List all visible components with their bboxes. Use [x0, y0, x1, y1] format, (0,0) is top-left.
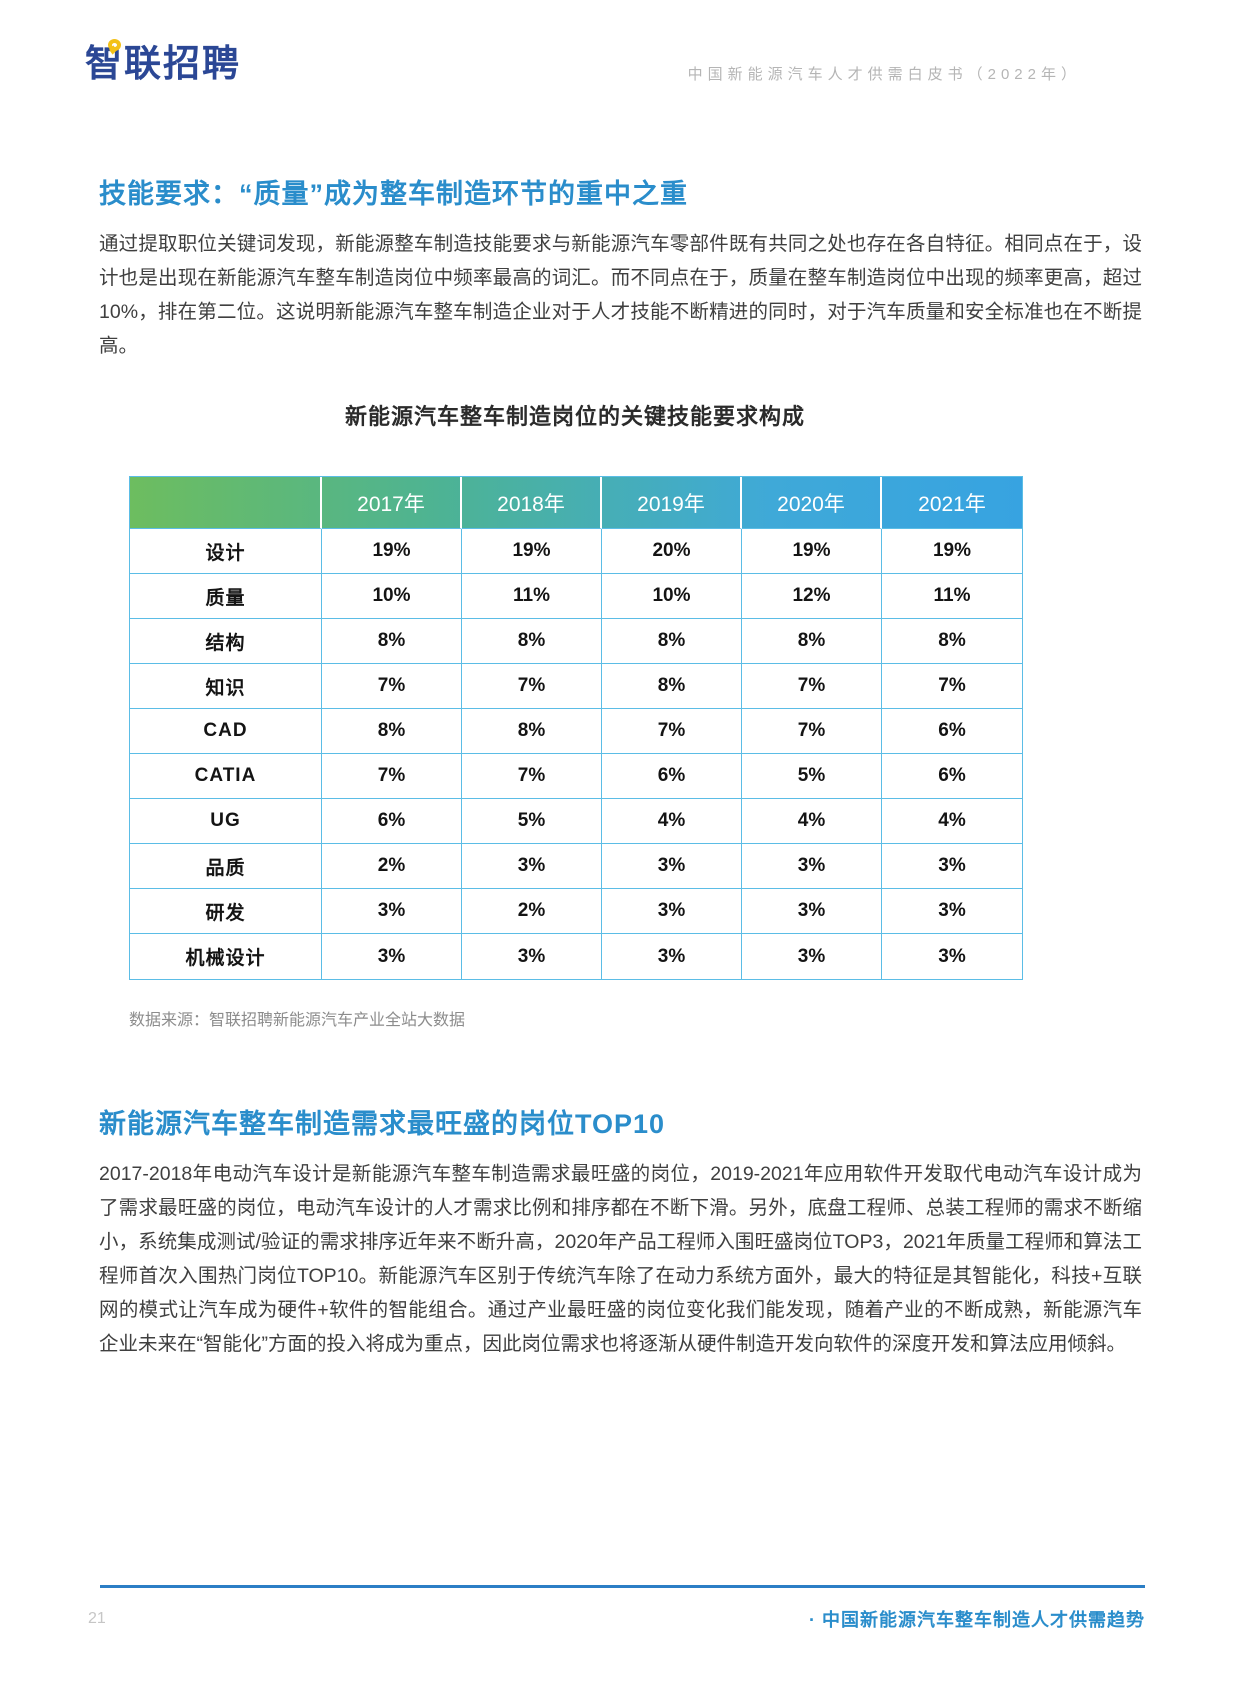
skill-value-cell: 3%: [602, 934, 742, 979]
table-row: CAD 8% 8% 7% 7% 6%: [130, 709, 1022, 754]
skill-value-cell: 6%: [882, 754, 1022, 799]
skill-value-cell: 7%: [602, 709, 742, 754]
year-column-header: 2018年: [462, 477, 602, 529]
skill-value-cell: 7%: [742, 664, 882, 709]
table-row: CATIA 7% 7% 6% 5% 6%: [130, 754, 1022, 799]
table-row: 设计 19% 19% 20% 19% 19%: [130, 529, 1022, 574]
skill-value-cell: 3%: [882, 889, 1022, 934]
page-number: 21: [88, 1610, 106, 1627]
skill-value-cell: 8%: [602, 664, 742, 709]
skill-value-cell: 4%: [882, 799, 1022, 844]
skill-value-cell: 3%: [742, 844, 882, 889]
year-column-header: 2019年: [602, 477, 742, 529]
skill-label-cell: CAD: [130, 709, 322, 754]
speech-bubble-icon: [108, 39, 121, 51]
skill-value-cell: 3%: [602, 844, 742, 889]
skill-value-cell: 12%: [742, 574, 882, 619]
skill-value-cell: 3%: [602, 889, 742, 934]
skill-value-cell: 3%: [322, 934, 462, 979]
skill-value-cell: 8%: [462, 619, 602, 664]
table-row: 品质 2% 3% 3% 3% 3%: [130, 844, 1022, 889]
skill-value-cell: 4%: [602, 799, 742, 844]
table-row: 机械设计 3% 3% 3% 3% 3%: [130, 934, 1022, 979]
skill-value-cell: 3%: [462, 844, 602, 889]
skill-value-cell: 2%: [322, 844, 462, 889]
skills-table-body: 设计 19% 19% 20% 19% 19% 质量 10% 11% 10% 12% 11% 结构 8% 8%…: [130, 529, 1022, 979]
page-header: 智联招聘 中国新能源汽车人才供需白皮书（2022年）: [0, 0, 1241, 84]
skill-value-cell: 5%: [742, 754, 882, 799]
section2-paragraph: 2017-2018年电动汽车设计是新能源汽车整车制造需求最旺盛的岗位，2019-…: [99, 1163, 1142, 1355]
table-row: 研发 3% 2% 3% 3% 3%: [130, 889, 1022, 934]
skill-value-cell: 19%: [462, 529, 602, 574]
skill-value-cell: 8%: [462, 709, 602, 754]
zhaopin-logo: 智联招聘: [85, 39, 241, 82]
skill-value-cell: 2%: [462, 889, 602, 934]
table-title: 新能源汽车整车制造岗位的关键技能要求构成: [344, 404, 805, 429]
table-row: 结构 8% 8% 8% 8% 8%: [130, 619, 1022, 664]
skill-value-cell: 11%: [462, 574, 602, 619]
skill-label-cell: 机械设计: [130, 934, 322, 979]
skill-value-cell: 8%: [322, 619, 462, 664]
skill-value-cell: 6%: [602, 754, 742, 799]
skill-value-cell: 4%: [742, 799, 882, 844]
skill-value-cell: 3%: [882, 844, 1022, 889]
year-column-header: 2021年: [882, 477, 1022, 529]
table-row: 知识 7% 7% 8% 7% 7%: [130, 664, 1022, 709]
skills-table-header: 2017年 2018年 2019年 2020年 2021年: [130, 477, 1022, 529]
skills-table: 2017年 2018年 2019年 2020年 2021年 设计 19% 19% 20% 19%…: [129, 476, 1023, 980]
skill-value-cell: 7%: [742, 709, 882, 754]
skill-value-cell: 7%: [882, 664, 1022, 709]
skill-value-cell: 6%: [322, 799, 462, 844]
section1-paragraph: 通过提取职位关键词发现，新能源整车制造技能要求与新能源汽车零部件既有共同之处也存…: [99, 233, 1142, 357]
footer-divider: [100, 1585, 1145, 1588]
skill-label-cell: 知识: [130, 664, 322, 709]
skill-label-cell: CATIA: [130, 754, 322, 799]
data-source-note: 数据来源：智联招聘新能源汽车产业全站大数据: [129, 1012, 466, 1029]
skill-value-cell: 8%: [322, 709, 462, 754]
skill-value-cell: 20%: [602, 529, 742, 574]
table-corner-cell: [130, 477, 322, 529]
skill-value-cell: 19%: [742, 529, 882, 574]
skill-label-cell: 设计: [130, 529, 322, 574]
table-row: UG 6% 5% 4% 4% 4%: [130, 799, 1022, 844]
document-title: 中国新能源汽车人才供需白皮书（2022年）: [687, 66, 1081, 83]
skill-value-cell: 7%: [462, 664, 602, 709]
year-column-header: 2017年: [322, 477, 462, 529]
skill-value-cell: 7%: [462, 754, 602, 799]
skill-value-cell: 19%: [882, 529, 1022, 574]
section1-heading: 技能要求：“质量”成为整车制造环节的重中之重: [99, 179, 688, 209]
footer-section-title: · 中国新能源汽车整车制造人才供需趋势: [809, 1610, 1145, 1630]
skill-value-cell: 8%: [882, 619, 1022, 664]
table-row: 质量 10% 11% 10% 12% 11%: [130, 574, 1022, 619]
skill-value-cell: 3%: [322, 889, 462, 934]
skill-value-cell: 10%: [602, 574, 742, 619]
skill-value-cell: 8%: [602, 619, 742, 664]
main-content: 技能要求：“质量”成为整车制造环节的重中之重 通过提取职位关键词发现，新能源整车…: [99, 172, 1142, 1361]
section2-heading: 新能源汽车整车制造需求最旺盛的岗位TOP10: [99, 1109, 666, 1139]
skill-value-cell: 8%: [742, 619, 882, 664]
skill-value-cell: 3%: [742, 889, 882, 934]
year-column-header: 2020年: [742, 477, 882, 529]
skill-label-cell: UG: [130, 799, 322, 844]
skill-value-cell: 6%: [882, 709, 1022, 754]
skill-value-cell: 10%: [322, 574, 462, 619]
skill-value-cell: 19%: [322, 529, 462, 574]
skill-value-cell: 11%: [882, 574, 1022, 619]
skill-value-cell: 3%: [742, 934, 882, 979]
skill-value-cell: 5%: [462, 799, 602, 844]
skill-label-cell: 研发: [130, 889, 322, 934]
skill-value-cell: 7%: [322, 754, 462, 799]
skill-value-cell: 3%: [882, 934, 1022, 979]
skill-value-cell: 7%: [322, 664, 462, 709]
skills-table-header-row: 2017年 2018年 2019年 2020年 2021年: [130, 477, 1022, 529]
skill-label-cell: 质量: [130, 574, 322, 619]
skill-label-cell: 品质: [130, 844, 322, 889]
skill-value-cell: 3%: [462, 934, 602, 979]
skill-label-cell: 结构: [130, 619, 322, 664]
